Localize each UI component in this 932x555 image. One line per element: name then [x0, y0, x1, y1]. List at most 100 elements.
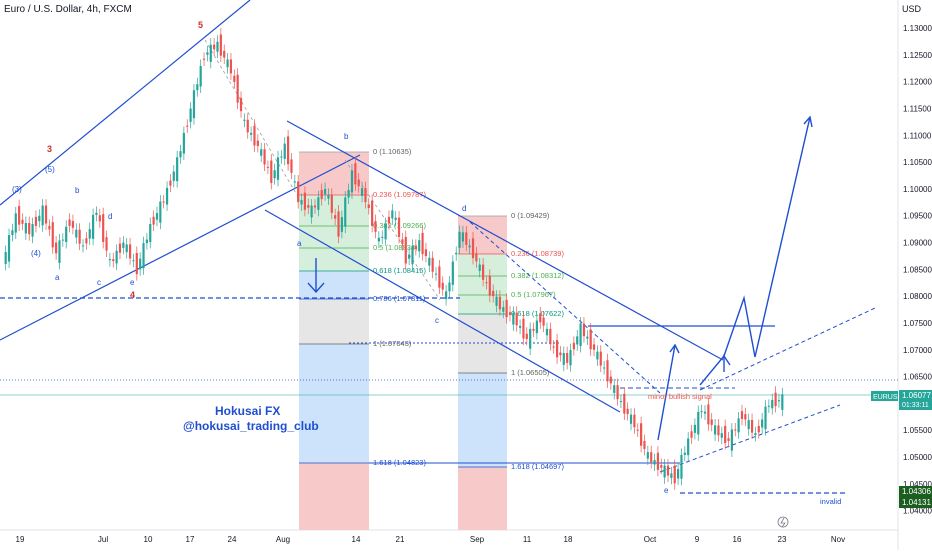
candle-body: [75, 229, 78, 238]
candle-body: [475, 253, 478, 262]
candle-body: [28, 222, 31, 235]
candle-body: [81, 245, 85, 247]
candle-body: [458, 231, 461, 248]
candle-body: [576, 336, 579, 345]
lightning-icon-glyph: [780, 517, 786, 528]
candle-body: [690, 431, 693, 438]
candle-body: [445, 291, 448, 300]
candle-body: [465, 232, 468, 245]
fib2-level-0: 0 (1.09429): [511, 211, 550, 220]
candle-body: [589, 329, 592, 350]
price-tick-label: 1.11000: [903, 131, 932, 140]
price-tick-label: 1.07500: [903, 319, 932, 328]
fib2-zone-blue: [458, 373, 507, 467]
fib2-level-0382: 0.382 (1.08312): [511, 271, 564, 280]
candle-body: [152, 216, 155, 225]
fib2-zone-red-bottom: [458, 467, 507, 530]
candle-body: [367, 204, 370, 208]
candle-body: [693, 424, 697, 433]
price-tick-label: 1.04500: [903, 480, 932, 489]
candle-body: [24, 222, 27, 234]
candle-body: [703, 411, 707, 414]
watermark-line2: @hokusai_trading_club: [183, 419, 319, 433]
candle-body: [461, 232, 465, 242]
candle-body: [596, 351, 599, 360]
candle-body: [276, 157, 280, 180]
wave-label-c: c: [97, 278, 101, 287]
candle-body: [18, 206, 21, 225]
low-badge-1-bg: [899, 486, 932, 497]
candle-body: [253, 125, 256, 146]
candle-body: [112, 259, 115, 262]
candle-body: [374, 221, 377, 232]
candle-body: [48, 225, 51, 230]
time-tick-label: 19: [16, 535, 25, 544]
candle-body: [542, 317, 545, 326]
last-price-badge-bg: [899, 390, 932, 410]
candle-body: [660, 465, 663, 468]
wave2-label-a: a: [297, 239, 302, 248]
wave-label-red-4: 4: [130, 290, 135, 300]
candle-body: [313, 205, 317, 208]
wave-label-5-paren: (5): [45, 165, 55, 174]
candle-body: [132, 260, 135, 262]
time-tick-label: 24: [228, 535, 237, 544]
candle-body: [408, 254, 411, 259]
candle-body: [539, 313, 542, 323]
candle-body: [397, 217, 401, 237]
candle-body: [199, 65, 202, 87]
candle-body: [270, 160, 273, 184]
candle-body: [88, 229, 91, 239]
candle-body: [724, 425, 727, 444]
price-axis[interactable]: 1.13000 1.12500 1.12000 1.11500 1.11000 1.105…: [903, 24, 932, 516]
candle-body: [481, 264, 485, 280]
candle-body: [165, 187, 169, 205]
lightning-icon[interactable]: [777, 516, 789, 528]
candle-body: [502, 307, 505, 312]
candle-body: [387, 216, 391, 224]
candle-body: [441, 282, 444, 290]
candle-body: [38, 215, 41, 222]
candle-body: [747, 420, 750, 430]
candle-body: [286, 136, 290, 165]
candle-body: [673, 466, 676, 484]
candle-body: [371, 200, 374, 226]
candle-body: [293, 181, 296, 183]
candle-body: [360, 188, 364, 196]
candle-body: [586, 336, 589, 339]
candle-body: [115, 250, 118, 264]
low-badge-1: 1.04306: [902, 487, 931, 496]
candle-body: [569, 350, 572, 366]
time-tick-label: 23: [778, 535, 787, 544]
candle-body: [498, 296, 502, 310]
fib2-level-05: 0.5 (1.07967): [511, 290, 556, 299]
candle-body: [250, 132, 253, 135]
candle-body: [670, 473, 673, 478]
candle-body: [236, 74, 239, 103]
candle-body: [317, 197, 320, 210]
time-tick-label: 14: [352, 535, 361, 544]
candle-body: [683, 452, 686, 455]
candle-body: [340, 217, 343, 232]
time-axis[interactable]: 19 Jul 10 17 24 Aug 14 21 Sep 11 18 Oct 9 16 23 Nov: [16, 535, 846, 544]
candle-body: [545, 328, 549, 336]
candle-body: [108, 259, 112, 261]
candle-body: [98, 215, 101, 222]
candle-body: [777, 400, 781, 402]
candle-body: [102, 214, 105, 243]
candle-body: [344, 197, 347, 227]
price-tick-label: 1.10000: [903, 185, 932, 194]
candle-body: [700, 411, 703, 413]
candle-body: [223, 50, 226, 58]
candle-body: [609, 376, 612, 384]
time-tick-label: Nov: [831, 535, 845, 544]
forecast-path: [307, 115, 813, 441]
candle-body: [391, 210, 394, 219]
chart-title: Euro / U.S. Dollar, 4h, FXCM: [4, 4, 132, 15]
candle-body: [623, 393, 626, 414]
fib1-level-0786: 0.786 (1.07811): [373, 294, 426, 303]
candle-body: [643, 440, 646, 449]
candle-body: [740, 411, 744, 419]
